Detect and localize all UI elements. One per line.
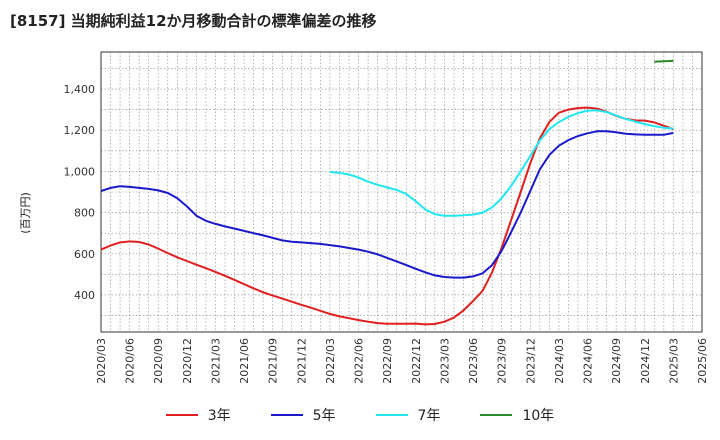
series-line: [654, 59, 674, 63]
x-tick-label: 2024/09: [610, 338, 623, 384]
y-tick-label: 600: [74, 248, 95, 261]
x-tick-label: 2025/03: [667, 338, 680, 384]
x-tick-label: 2025/06: [696, 338, 709, 384]
y-tick-label: 400: [74, 289, 95, 302]
x-tick-label: 2020/03: [95, 338, 108, 384]
legend-label: 10年: [522, 408, 555, 424]
x-tick-label: 2024/06: [582, 338, 595, 384]
legend-swatch: [480, 414, 513, 416]
x-tick-label: 2023/12: [524, 338, 537, 384]
x-tick-label: 2021/03: [209, 338, 222, 384]
legend-item: 3年: [165, 403, 231, 427]
legend-swatch: [165, 414, 198, 416]
y-tick-label: 1,200: [64, 124, 96, 137]
series-line: [329, 109, 674, 217]
legend-swatch: [270, 414, 303, 416]
x-tick-label: 2021/09: [267, 338, 280, 384]
x-tick-label: 2024/03: [553, 338, 566, 384]
y-tick-label: 1,000: [64, 165, 96, 178]
x-tick-label: 2022/12: [410, 338, 423, 384]
legend-item: 10年: [480, 403, 554, 427]
x-tick-label: 2022/03: [324, 338, 337, 384]
x-tick-label: 2023/09: [496, 338, 509, 384]
plot-frame: [100, 51, 703, 333]
y-tick-label: 1,400: [64, 83, 96, 96]
series-line: [100, 106, 674, 326]
x-tick-label: 2020/12: [181, 338, 194, 384]
legend-label: 5年: [312, 408, 336, 424]
legend-label: 7年: [417, 408, 441, 424]
legend-label: 3年: [207, 408, 231, 424]
x-tick-label: 2020/06: [124, 338, 137, 384]
legend-item: 5年: [270, 403, 336, 427]
x-tick-label: 2022/06: [353, 338, 366, 384]
x-tick-label: 2022/09: [381, 338, 394, 384]
x-tick-label: 2020/09: [152, 338, 165, 384]
x-tick-label: 2023/03: [438, 338, 451, 384]
chart-title: [8157] 当期純利益12か月移動合計の標準偏差の推移: [10, 12, 377, 30]
series-line: [100, 130, 674, 279]
chart-legend: 3年 5年 7年 10年: [0, 403, 720, 427]
x-tick-label: 2023/06: [467, 338, 480, 384]
legend-swatch: [375, 414, 408, 416]
y-tick-label: 800: [74, 207, 95, 220]
legend-item: 7年: [375, 403, 441, 427]
x-tick-label: 2024/12: [639, 338, 652, 384]
x-tick-label: 2021/12: [295, 338, 308, 384]
x-tick-label: 2021/06: [238, 338, 251, 384]
